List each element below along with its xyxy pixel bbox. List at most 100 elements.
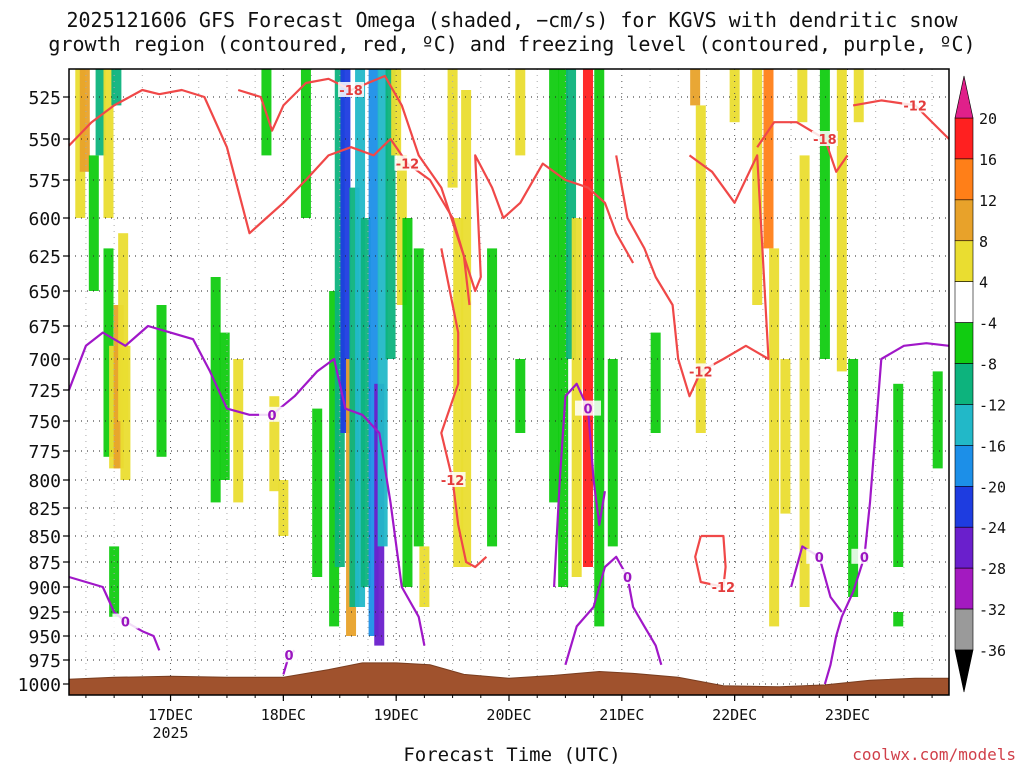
freezing-contour-label-bg	[574, 400, 601, 416]
colorbar-label: -4	[979, 315, 997, 333]
colorbar-label: 20	[979, 110, 997, 128]
dgz-contour-label-bg	[439, 472, 466, 487]
omega-cell	[377, 69, 388, 547]
omega-cell	[461, 90, 472, 567]
dgz-contour-label: -18	[813, 133, 837, 148]
y-tick-label: 850	[28, 527, 61, 548]
omega-cell	[566, 69, 577, 359]
colorbar-label: 16	[979, 151, 997, 169]
colorbar-swatch	[954, 404, 974, 446]
colorbar-swatch	[954, 608, 974, 651]
omega-cell	[385, 69, 396, 359]
y-tick-label: 800	[28, 471, 61, 492]
y-tick-label: 900	[28, 578, 61, 599]
x-tick-label: 17DEC	[148, 706, 193, 724]
omega-cell	[391, 69, 402, 156]
omega-cell	[848, 359, 859, 597]
y-tick-label: 775	[28, 442, 61, 463]
x-tick-label: 20DEC	[486, 706, 531, 724]
omega-cell	[111, 69, 122, 106]
y-tick-label: 525	[28, 88, 61, 109]
colorbar-swatch	[954, 158, 974, 201]
dgz-contour-label-bg	[687, 363, 714, 379]
colorbar-label: -20	[979, 478, 1006, 496]
omega-cell	[312, 408, 323, 577]
omega-cell	[95, 69, 106, 156]
y-tick-label: 600	[28, 209, 61, 230]
freezing-contour-label: 0	[268, 409, 277, 424]
colorbar-bottom-arrow	[954, 649, 974, 693]
omega-cell	[419, 546, 430, 607]
colorbar-label: -16	[979, 437, 1006, 455]
chart-title-line-1: 2025121606 GFS Forecast Omega (shaded, −…	[66, 8, 958, 32]
omega-cell	[607, 359, 618, 547]
colorbar: 20 16 12 8 4 -4 -8 -12 -16 -20 -24 -28 -32 -36	[954, 75, 1006, 693]
terrain-fill	[68, 662, 950, 696]
omega-cell	[334, 69, 345, 567]
x-axis-label: Forecast Time (UTC)	[403, 744, 621, 766]
dgz-contour-label: -12	[903, 99, 927, 114]
chart-title-line-2: growth region (contoured, red, ºC) and f…	[48, 32, 976, 56]
freezing-contour-label: 0	[121, 616, 130, 631]
omega-cell	[340, 69, 351, 433]
omega-cell	[368, 69, 379, 636]
dgz-contour-line	[756, 121, 849, 173]
freezing-contour-line	[564, 555, 663, 666]
omega-cell	[329, 291, 340, 627]
colorbar-swatch	[954, 486, 974, 528]
colorbar-label: 4	[979, 274, 988, 292]
omega-cell	[109, 546, 120, 617]
omega-cell	[932, 371, 943, 469]
y-tick-label: 750	[28, 412, 61, 433]
colorbar-label: 12	[979, 192, 997, 210]
y-tick-label: 550	[28, 130, 61, 151]
dgz-contours: -12 -18 -12 -12 -18 -12 -12	[68, 74, 950, 596]
omega-cell	[103, 248, 114, 457]
colorbar-label: -8	[979, 356, 997, 374]
y-tick-label: 825	[28, 499, 61, 520]
freezing-contour-label-bg	[112, 613, 139, 629]
dgz-contour-label-bg	[902, 97, 929, 113]
omega-cell	[487, 248, 498, 547]
colorbar-label: -28	[979, 560, 1006, 578]
freezing-contour-label-bg	[806, 548, 833, 564]
omega-cell	[729, 69, 740, 123]
colorbar-swatch	[954, 199, 974, 242]
colorbar-swatch	[954, 567, 974, 610]
freezing-contour-label-bg	[851, 548, 878, 564]
credit-link[interactable]: coolwx.com/models	[852, 745, 1016, 764]
colorbar-label: -12	[979, 396, 1006, 414]
omega-cell	[893, 383, 904, 567]
omega-cell	[118, 233, 129, 421]
omega-cell	[360, 218, 371, 587]
omega-cell	[349, 187, 360, 607]
freezing-contour-label: 0	[623, 571, 632, 586]
dgz-contour-label: -18	[339, 84, 363, 99]
freezing-contour-label-bg	[276, 647, 302, 663]
y-tick-label: 1000	[18, 675, 61, 696]
colorbar-swatch	[954, 117, 974, 160]
dgz-contour-label-bg	[811, 131, 838, 146]
omega-cell	[453, 218, 464, 567]
omega-cell	[300, 69, 311, 218]
terrain-polygon	[68, 662, 950, 696]
colorbar-label: -32	[979, 601, 1006, 619]
colorbar-label: -36	[979, 642, 1006, 660]
dgz-contour-label: -12	[441, 474, 465, 489]
omega-cell	[88, 155, 99, 291]
freezing-contour-label: 0	[284, 649, 293, 664]
omega-cell	[819, 69, 830, 359]
freezing-contour-label: 0	[860, 551, 869, 566]
colorbar-label: -24	[979, 519, 1006, 537]
omega-cell	[156, 305, 167, 457]
omega-cell	[396, 155, 407, 305]
omega-cell	[402, 218, 413, 587]
freezing-contour-label: 0	[583, 403, 592, 418]
omega-cell	[695, 105, 706, 434]
y-tick-label: 625	[28, 247, 61, 268]
y-tick-label: 675	[28, 317, 61, 338]
colorbar-swatch	[954, 240, 974, 282]
dgz-contour-label: -12	[396, 158, 420, 173]
omega-cell	[853, 69, 864, 123]
colorbar-top-arrow	[954, 75, 974, 119]
